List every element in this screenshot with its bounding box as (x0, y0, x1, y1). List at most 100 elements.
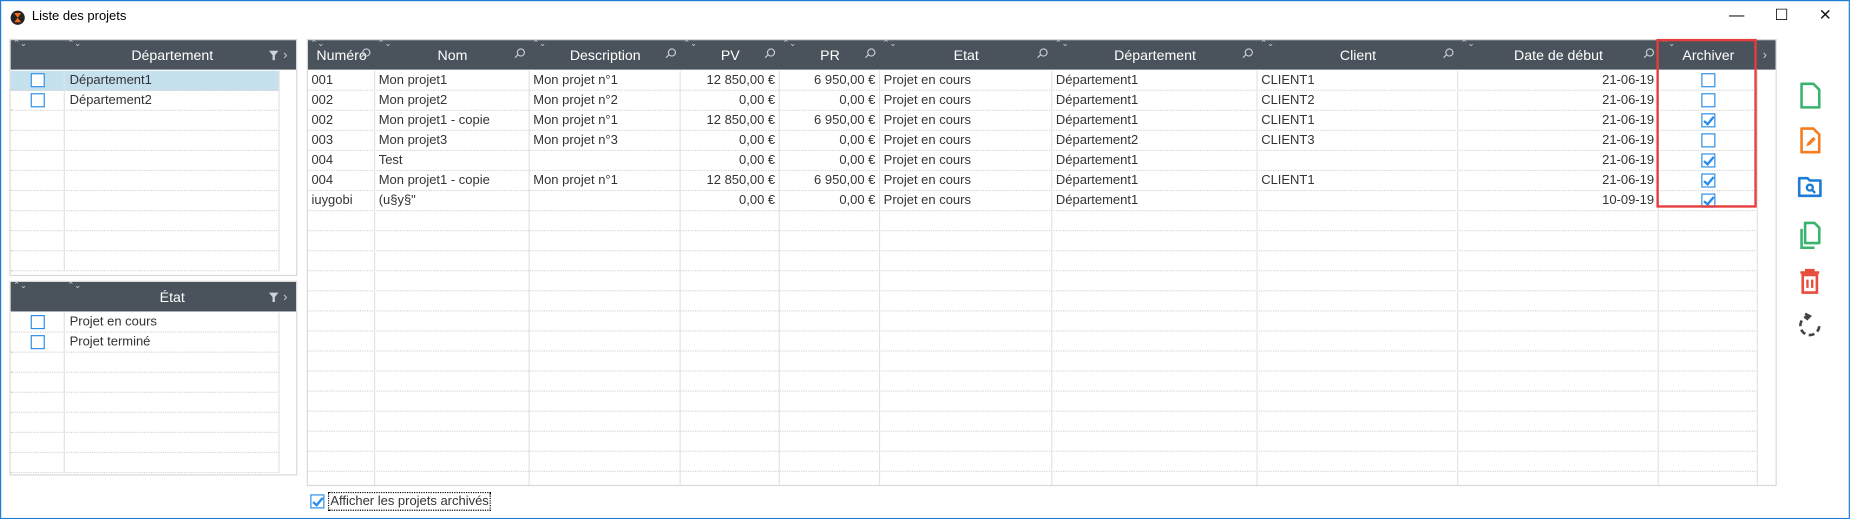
table-row[interactable]: 004 Test 0,00 €0,00 € Projet en cours Départ… (307, 151, 1758, 172)
archiver-checkbox[interactable] (1701, 73, 1716, 88)
search-icon[interactable] (667, 48, 677, 57)
filter-item[interactable]: Projet en cours (10, 312, 280, 333)
archiver-checkbox[interactable] (1701, 113, 1716, 128)
cell-archiver (1659, 251, 1758, 272)
checkbox-cell (11, 412, 65, 433)
empty-row (307, 351, 1758, 372)
cell-pr (780, 271, 881, 292)
column-header-nom[interactable]: Nom (437, 47, 468, 64)
search-icon[interactable] (867, 48, 876, 57)
search-icon[interactable] (1445, 48, 1454, 57)
filter-checkbox[interactable] (30, 315, 45, 330)
filter-icon[interactable] (268, 50, 279, 61)
search-icon[interactable] (362, 48, 371, 57)
chevron-right-icon[interactable]: › (283, 48, 288, 63)
search-icon[interactable] (1039, 48, 1048, 57)
empty-row (10, 251, 280, 272)
filter-checkbox[interactable] (30, 93, 45, 108)
column-header-pr[interactable]: PR (820, 47, 840, 64)
sort-icon[interactable]: ⌃⌄ (310, 40, 325, 49)
cell-client (1258, 371, 1459, 392)
archiver-checkbox[interactable] (1701, 193, 1716, 208)
cell-pv: 0,00 € (681, 151, 780, 172)
filter-checkbox[interactable] (30, 73, 45, 88)
sort-icon[interactable]: ⌃⌄ (882, 40, 897, 49)
delete-trash-button[interactable] (1794, 265, 1825, 296)
sort-icon[interactable]: ⌃⌄ (12, 40, 27, 49)
cell-client (1258, 151, 1459, 172)
column-header-departement[interactable]: Département (1114, 47, 1196, 64)
cell-client (1258, 271, 1459, 292)
sort-icon[interactable]: ⌃⌄ (1661, 40, 1676, 49)
filter-item[interactable]: Département1 (10, 70, 280, 91)
sort-icon[interactable]: ⌃⌄ (377, 40, 392, 49)
cell-archiver (1659, 110, 1758, 131)
sort-icon[interactable]: ⌃⌄ (532, 40, 546, 49)
minimize-button[interactable]: — (1728, 5, 1745, 24)
archiver-checkbox[interactable] (1701, 93, 1716, 108)
sort-icon[interactable]: ⌃⌄ (1260, 40, 1274, 49)
cell-description (530, 311, 681, 332)
sort-icon[interactable]: ⌃⌄ (683, 40, 697, 49)
sort-icon[interactable]: ⌃⌄ (782, 40, 797, 49)
filter-icon[interactable] (268, 292, 279, 303)
show-archived-label[interactable]: Afficher les projets archivés (327, 491, 492, 511)
cell-client (1258, 411, 1459, 432)
filter-checkbox[interactable] (30, 335, 45, 350)
table-row[interactable]: 002 Mon projet2 Mon projet n°2 0,00 €0,00 €… (307, 90, 1758, 111)
copy-document-button[interactable] (1794, 219, 1825, 250)
search-icon[interactable] (1645, 48, 1655, 57)
chevron-right-icon[interactable]: › (283, 290, 288, 305)
show-archived-checkbox[interactable] (310, 494, 325, 509)
cell-description (530, 351, 681, 372)
cell-departement: Département1 (1052, 151, 1258, 172)
column-header-etat[interactable]: Etat (953, 47, 979, 64)
archiver-checkbox[interactable] (1701, 153, 1716, 168)
refresh-button[interactable] (1794, 310, 1825, 341)
table-row[interactable]: iuygobi (u§y§" 0,00 €0,00 € Projet en cours… (307, 191, 1758, 212)
filter-item[interactable]: Département2 (10, 90, 280, 111)
empty-row (307, 331, 1758, 352)
new-document-button[interactable] (1794, 80, 1825, 111)
cell-date (1458, 231, 1659, 252)
column-header-numero[interactable]: Numéro (316, 47, 367, 64)
cell-pv (681, 351, 780, 372)
departement-filter-panel: ⌃⌄ ⌃⌄ Département › Département1 Départem… (9, 38, 298, 277)
table-row[interactable]: 002 Mon projet1 - copie Mon projet n°1 12 8… (307, 110, 1758, 131)
maximize-button[interactable]: ☐ (1774, 5, 1789, 24)
column-header-description[interactable]: Description (569, 47, 641, 64)
archiver-checkbox[interactable] (1701, 173, 1716, 188)
empty-row (10, 372, 280, 393)
cell-departement (1052, 431, 1258, 452)
search-icon[interactable] (766, 48, 776, 57)
edit-document-button[interactable] (1794, 125, 1825, 156)
column-header-client[interactable]: Client (1339, 47, 1377, 64)
close-button[interactable]: ✕ (1818, 5, 1832, 24)
edit-document-icon (1800, 127, 1821, 154)
cell-numero (308, 211, 376, 232)
cell-nom (375, 451, 530, 472)
filter-item[interactable]: Projet terminé (10, 332, 280, 353)
empty-row (307, 311, 1758, 332)
sort-icon[interactable]: ⌃⌄ (12, 281, 27, 291)
sort-icon[interactable]: ⌃⌄ (67, 281, 82, 291)
column-header-archiver[interactable]: Archiver (1682, 47, 1735, 64)
chevron-right-icon[interactable]: › (1762, 48, 1767, 63)
search-icon[interactable] (516, 48, 526, 57)
column-header-pv[interactable]: PV (720, 47, 740, 64)
cell-etat: Projet en cours (880, 110, 1053, 131)
sort-icon[interactable]: ⌃⌄ (1460, 40, 1475, 49)
sort-icon[interactable]: ⌃⌄ (67, 40, 82, 49)
sort-icon[interactable]: ⌃⌄ (1054, 40, 1069, 49)
archiver-checkbox[interactable] (1701, 133, 1716, 148)
etat-column-header[interactable]: État (159, 289, 185, 306)
search-icon[interactable] (1244, 48, 1253, 57)
table-row[interactable]: 004 Mon projet1 - copie Mon projet n°1 12 8… (307, 171, 1758, 192)
open-folder-search-button[interactable] (1794, 171, 1825, 202)
column-header-date[interactable]: Date de début (1514, 47, 1603, 64)
table-row[interactable]: 001 Mon projet1 Mon projet n°1 12 850,00 €6… (307, 70, 1758, 91)
cell-archiver (1659, 211, 1758, 232)
empty-row (10, 231, 280, 252)
departement-column-header[interactable]: Département (131, 47, 214, 64)
table-row[interactable]: 003 Mon projet3 Mon projet n°3 0,00 €0,00 €… (307, 130, 1758, 152)
